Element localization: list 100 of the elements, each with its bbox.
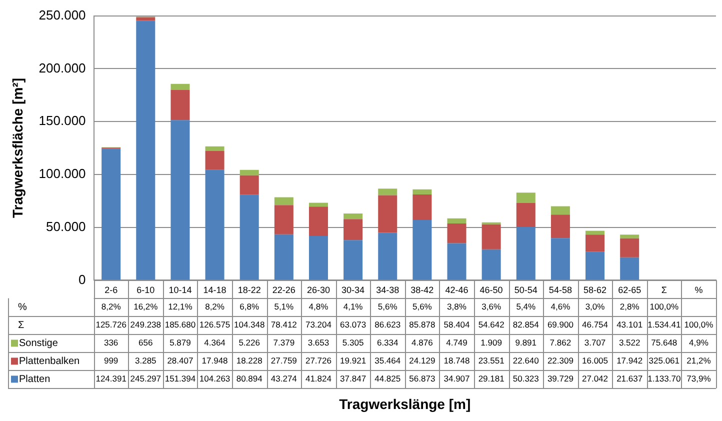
text: 5,6%	[412, 302, 432, 312]
bar	[205, 146, 224, 151]
data-label: 50.323	[512, 374, 540, 384]
bar	[482, 249, 501, 280]
x-tick-label: 46-50	[480, 285, 503, 296]
legend-label: Sonstige	[19, 338, 58, 349]
text: 5,4%	[516, 302, 536, 312]
bar	[447, 218, 466, 224]
text: 249.238	[130, 320, 162, 330]
text: 85.878	[409, 320, 436, 330]
text: 46.754	[582, 320, 608, 330]
text: 125.726	[96, 320, 127, 330]
bar	[412, 194, 432, 220]
bar	[550, 214, 570, 238]
bar	[516, 226, 536, 280]
bar	[344, 219, 363, 240]
data-label: 4.876	[412, 338, 434, 348]
text: 5,1%	[274, 302, 294, 312]
data-label: 28.407	[167, 356, 194, 366]
data-label: 3.522	[618, 338, 640, 348]
text: 75.648	[651, 338, 678, 348]
bar	[344, 240, 363, 280]
data-label: 27.726	[305, 356, 332, 366]
text: 100,0%	[684, 320, 714, 330]
data-label: 23.551	[478, 356, 505, 366]
bar	[274, 197, 294, 206]
x-tick-label: 10-14	[168, 285, 192, 296]
text: 58.404	[444, 320, 470, 330]
text: 1.534.41	[648, 320, 681, 330]
data-label: 9.891	[515, 338, 537, 348]
y-tick-label: 200.000	[38, 60, 86, 76]
text: 100,0%	[650, 302, 679, 312]
y-tick-label: 150.000	[38, 113, 86, 128]
text: 43.101	[616, 320, 643, 330]
bar	[516, 203, 536, 227]
y-tick-label: 50.000	[46, 218, 86, 234]
text: 4,8%	[308, 302, 329, 312]
text: 3,0%	[585, 302, 606, 312]
data-label: 34.907	[444, 374, 470, 384]
data-label: 336	[104, 338, 118, 348]
bar	[447, 243, 466, 280]
data-label: 1.909	[480, 338, 502, 348]
data-label: 4.364	[204, 338, 226, 348]
data-label: 6.334	[376, 338, 399, 348]
bar	[516, 192, 536, 204]
y-tick-label: 250.000	[38, 7, 86, 22]
bar	[240, 170, 259, 176]
bar	[308, 206, 328, 236]
text: 3,6%	[482, 302, 502, 312]
text: 185.680	[164, 320, 196, 330]
data-label: 151.394	[164, 374, 196, 384]
data-label: 80.894	[236, 374, 263, 384]
data-label: 22.640	[512, 356, 540, 366]
x-tick-label: Σ	[661, 285, 668, 296]
text: 54.642	[478, 320, 505, 330]
data-label: 22.309	[547, 356, 574, 366]
text: Σ	[18, 320, 24, 331]
text: 86.623	[374, 320, 401, 330]
text: %	[18, 302, 27, 313]
data-label: 56.873	[409, 374, 436, 384]
bar	[308, 202, 328, 207]
bar	[620, 234, 640, 238]
data-label: 18.228	[236, 356, 263, 366]
text: 4,6%	[550, 302, 571, 312]
data-label: 5.879	[170, 338, 192, 348]
y-tick-label: 100.000	[38, 166, 86, 182]
data-label: 24.129	[409, 356, 436, 366]
text: 21,2%	[686, 356, 711, 366]
text: 12,1%	[168, 302, 193, 312]
bar	[136, 17, 156, 21]
text: 73.204	[305, 320, 332, 330]
bar	[240, 194, 259, 280]
bar	[136, 20, 156, 280]
data-label: 16.005	[582, 356, 608, 366]
text: 2,8%	[620, 302, 640, 312]
bar	[240, 175, 259, 195]
text: 8,2%	[101, 302, 122, 312]
bar	[620, 238, 640, 258]
x-tick-label: 26-30	[306, 285, 330, 296]
bar	[170, 90, 190, 120]
data-label: 44.825	[374, 374, 401, 384]
text: 5,6%	[378, 302, 398, 312]
data-label: 27.042	[582, 374, 608, 384]
data-label: 27.759	[270, 356, 298, 366]
text: 8,2%	[205, 302, 225, 312]
text: 3,8%	[447, 302, 467, 312]
text: 126.575	[199, 320, 230, 330]
text: 104.348	[234, 320, 265, 330]
text: 4,9%	[689, 338, 708, 348]
text: 69.900	[547, 320, 574, 330]
bar	[205, 150, 224, 170]
x-tick-label: %	[694, 285, 703, 296]
bar	[620, 257, 640, 280]
x-tick-label: 38-42	[410, 285, 434, 296]
bar	[170, 84, 190, 90]
bar	[412, 220, 432, 280]
data-label: 3.707	[584, 338, 606, 348]
data-label: 41.824	[305, 374, 332, 384]
text: 4,1%	[343, 302, 364, 312]
text: 1.133.70	[648, 374, 681, 384]
